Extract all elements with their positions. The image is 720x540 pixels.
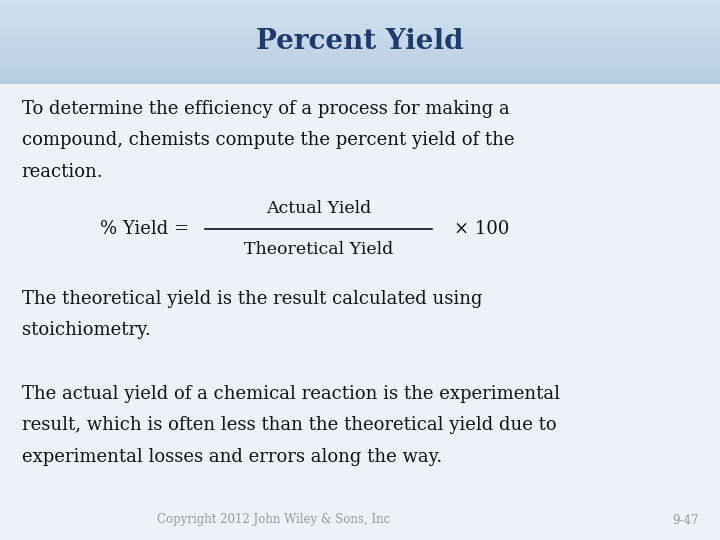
Bar <box>0 58 720 59</box>
Bar <box>0 77 720 78</box>
Bar <box>0 56 720 57</box>
Bar <box>0 19 720 20</box>
Bar <box>0 72 720 73</box>
Bar <box>0 12 720 14</box>
Bar <box>0 15 720 16</box>
Bar <box>0 53 720 55</box>
Bar <box>0 16 720 17</box>
Bar <box>0 10 720 11</box>
Bar <box>0 29 720 30</box>
Bar <box>0 55 720 56</box>
Bar <box>0 75 720 76</box>
Text: The actual yield of a chemical reaction is the experimental: The actual yield of a chemical reaction … <box>22 385 559 403</box>
Bar <box>0 4 720 5</box>
Bar <box>0 83 720 84</box>
Text: Percent Yield: Percent Yield <box>256 28 464 56</box>
Bar <box>0 60 720 62</box>
Bar <box>0 59 720 60</box>
Bar <box>0 38 720 39</box>
Bar <box>0 51 720 52</box>
Bar <box>0 63 720 64</box>
Bar <box>0 79 720 80</box>
Text: The theoretical yield is the result calculated using: The theoretical yield is the result calc… <box>22 290 482 308</box>
Bar <box>0 71 720 72</box>
Bar <box>0 33 720 34</box>
Bar <box>0 6 720 7</box>
Bar <box>0 69 720 70</box>
Bar <box>0 62 720 63</box>
Bar <box>0 5 720 6</box>
Text: Actual Yield: Actual Yield <box>266 200 372 217</box>
Bar <box>0 30 720 31</box>
Text: To determine the efficiency of a process for making a: To determine the efficiency of a process… <box>22 100 509 118</box>
Bar <box>0 73 720 74</box>
Bar <box>0 34 720 35</box>
Bar <box>0 25 720 26</box>
Bar <box>0 14 720 15</box>
Bar <box>0 17 720 18</box>
Bar <box>0 45 720 46</box>
Bar <box>0 65 720 66</box>
Bar <box>0 24 720 25</box>
Bar <box>0 0 720 1</box>
Bar <box>0 48 720 49</box>
Bar <box>0 1 720 2</box>
Bar <box>0 22 720 23</box>
Text: result, which is often less than the theoretical yield due to: result, which is often less than the the… <box>22 416 557 434</box>
Bar <box>0 78 720 79</box>
Bar <box>0 67 720 68</box>
Text: reaction.: reaction. <box>22 163 103 180</box>
Bar <box>0 82 720 83</box>
Bar <box>0 8 720 9</box>
Text: stoichiometry.: stoichiometry. <box>22 321 150 339</box>
Bar <box>0 36 720 37</box>
Bar <box>0 70 720 71</box>
Bar <box>0 31 720 32</box>
Bar <box>0 46 720 47</box>
Bar <box>0 39 720 40</box>
Bar <box>0 47 720 48</box>
Text: Theoretical Yield: Theoretical Yield <box>244 241 393 258</box>
Bar <box>0 7 720 8</box>
Bar <box>0 74 720 75</box>
Bar <box>0 42 720 43</box>
Bar <box>0 26 720 27</box>
Bar <box>0 18 720 19</box>
Text: Copyright 2012 John Wiley & Sons, Inc: Copyright 2012 John Wiley & Sons, Inc <box>157 514 390 526</box>
Bar <box>0 41 720 42</box>
Text: × 100: × 100 <box>454 220 509 238</box>
Bar <box>0 23 720 24</box>
Bar <box>0 35 720 36</box>
Bar <box>0 64 720 65</box>
Bar <box>0 66 720 67</box>
Bar <box>0 28 720 29</box>
Text: compound, chemists compute the percent yield of the: compound, chemists compute the percent y… <box>22 131 514 149</box>
Bar <box>0 40 720 41</box>
Bar <box>0 76 720 77</box>
Text: 9-47: 9-47 <box>672 514 698 526</box>
Bar <box>0 3 720 4</box>
Bar <box>0 49 720 50</box>
Bar <box>0 27 720 28</box>
Bar <box>0 20 720 21</box>
Bar <box>0 44 720 45</box>
Bar <box>0 50 720 51</box>
Bar <box>0 43 720 44</box>
Bar <box>0 80 720 81</box>
Bar <box>0 9 720 10</box>
Bar <box>0 32 720 33</box>
Bar <box>0 57 720 58</box>
Bar <box>0 37 720 38</box>
Bar <box>0 68 720 69</box>
Text: experimental losses and errors along the way.: experimental losses and errors along the… <box>22 448 442 465</box>
Bar <box>0 52 720 53</box>
Text: % Yield =: % Yield = <box>99 220 194 238</box>
Bar <box>0 11 720 12</box>
Bar <box>0 81 720 82</box>
Bar <box>0 2 720 3</box>
Bar <box>0 21 720 22</box>
